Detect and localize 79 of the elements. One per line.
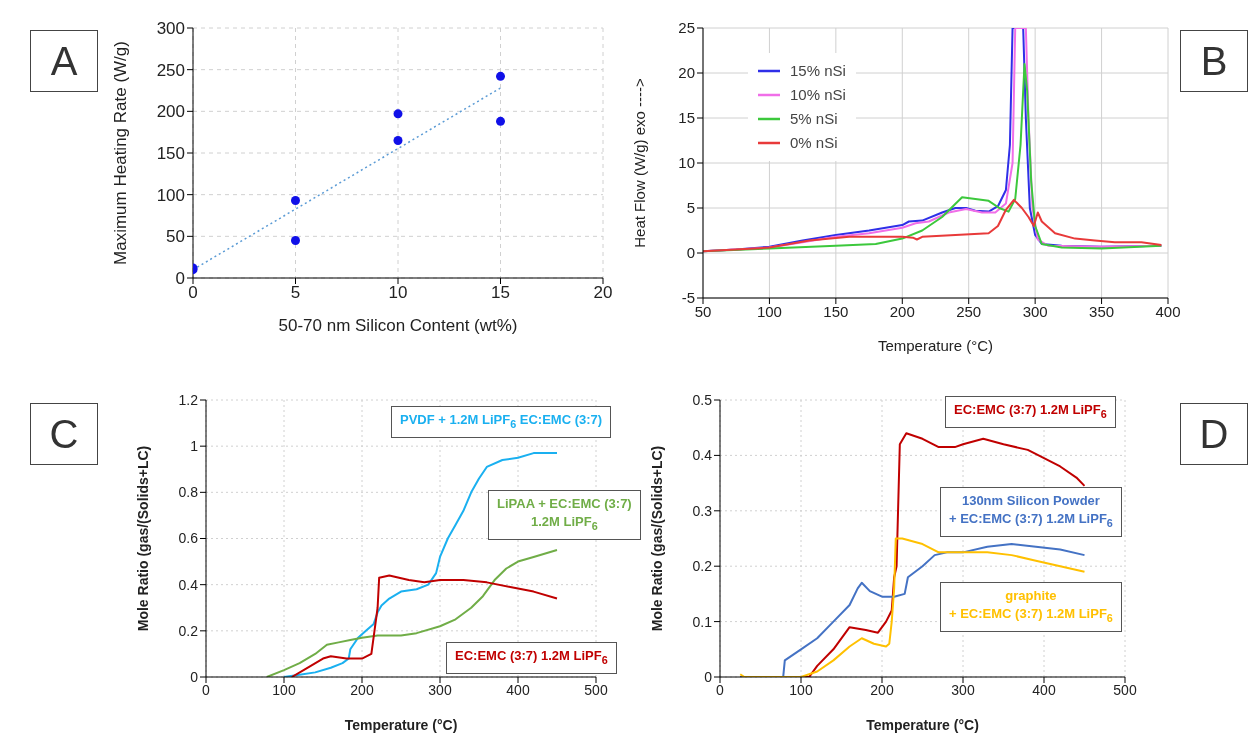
x-tick-label: 10: [388, 283, 408, 303]
x-axis-title: Temperature (°C): [866, 717, 979, 733]
point: [496, 71, 505, 81]
y-tick-label: 0: [686, 244, 695, 262]
point: [291, 196, 300, 205]
x-tick-label: 300: [951, 681, 975, 698]
x-tick-label: 300: [1022, 302, 1048, 320]
y-tick-label: 0.2: [178, 622, 199, 639]
x-tick-label: 250: [956, 302, 982, 320]
y-tick-label: 5: [686, 199, 695, 217]
y-tick-label: 0.1: [692, 613, 713, 630]
x-tick-label: 200: [870, 681, 894, 698]
x-tick-label: 100: [789, 681, 813, 698]
y-tick-label: 0: [190, 668, 199, 685]
point: [496, 116, 505, 126]
x-tick-label: 500: [584, 681, 608, 698]
x-tick-label: 500: [1113, 681, 1137, 698]
text: EC:EMC (3:7) 1.2M LiPF$_{6}$: [446, 642, 617, 674]
y-tick-label: 20: [678, 64, 695, 82]
x-tick-label: 15: [491, 283, 510, 303]
y-tick-label: 1.2: [178, 391, 199, 408]
y-axis-title: Mole Ratio (gas/(Solids+LC): [134, 445, 151, 632]
y-tick-label: 0.5: [692, 391, 713, 408]
y-tick-label: 0.4: [692, 447, 713, 464]
x-tick-label: 200: [889, 302, 915, 320]
text: graphite + EC:EMC (3:7) 1.2M LiPF$_{6}$: [940, 582, 1122, 632]
x-tick-label: 100: [756, 302, 782, 320]
y-tick-label: 10: [678, 154, 695, 172]
y-tick-label: 300: [156, 19, 185, 39]
x-tick-label: 350: [1089, 302, 1115, 320]
y-tick-label: 0: [175, 269, 185, 289]
line-series: [703, 198, 1163, 253]
y-tick-label: 0.2: [692, 558, 713, 575]
y-tick-label: 1: [190, 438, 199, 455]
y-tick-label: 0.6: [178, 530, 199, 547]
y-tick-label: 200: [156, 102, 185, 122]
text: A: [30, 30, 98, 92]
y-tick-label: 150: [156, 144, 185, 164]
y-tick-label: 50: [166, 227, 185, 247]
y-tick-label: 250: [156, 60, 185, 80]
text: B: [1180, 30, 1248, 92]
legend-label: 15% nSi: [790, 61, 846, 81]
series-label: 130nm Silicon Powder + EC:EMC (3:7) 1.2M LiPF$_{6}$: [940, 487, 1122, 537]
legend-label: 0% nSi: [790, 133, 838, 153]
y-tick-label: 0: [704, 668, 713, 685]
y-tick-label: 0.4: [178, 576, 199, 593]
legend-label: 10% nSi: [790, 85, 846, 105]
y-axis-title: Heat Flow (W/g) exo ---->: [631, 77, 649, 248]
y-axis-title: Mole Ratio (gas/(Solids+LC): [648, 445, 665, 632]
x-tick-label: 5: [290, 283, 301, 303]
y-tick-label: 25: [678, 19, 695, 37]
text: LiPAA + EC:EMC (3:7) 1.2M LiPF$_{6}$: [488, 490, 641, 540]
y-tick-label: -5: [681, 289, 695, 307]
x-tick-label: 150: [823, 302, 849, 320]
x-tick-label: 400: [1155, 302, 1181, 320]
x-tick-label: 20: [593, 283, 613, 303]
x-tick-label: 0: [716, 681, 725, 698]
point: [393, 109, 403, 119]
x-tick-label: 300: [428, 681, 452, 698]
y-tick-label: 15: [678, 109, 695, 127]
x-axis-title: Temperature (°C): [344, 717, 458, 733]
legend-label: 5% nSi: [790, 109, 838, 129]
point: [393, 136, 403, 145]
x-axis-title: 50-70 nm Silicon Content (wt%): [278, 316, 518, 335]
text: PVDF + 1.2M LiPF$_{6}$ EC:EMC (3:7): [391, 406, 612, 438]
point: [291, 236, 300, 245]
x-tick-label: 0: [202, 681, 211, 698]
x-tick-label: 400: [1032, 681, 1056, 698]
y-tick-label: 0.3: [692, 502, 713, 519]
y-tick-label: 100: [156, 185, 185, 205]
y-tick-label: 0.8: [178, 484, 199, 501]
text: D: [1180, 403, 1248, 465]
x-axis-title: Temperature (°C): [877, 337, 994, 354]
x-tick-label: 400: [506, 681, 530, 698]
x-tick-label: 100: [272, 681, 296, 698]
x-tick-label: 200: [350, 681, 374, 698]
text: EC:EMC (3:7) 1.2M LiPF$_{6}$: [945, 396, 1116, 428]
text: C: [30, 403, 98, 465]
y-axis-title: Maximum Heating Rate (W/g): [111, 41, 131, 265]
